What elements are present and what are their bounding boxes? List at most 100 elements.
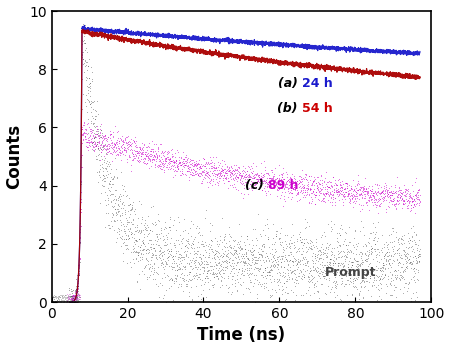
Point [105, 163, 112, 169]
Point [68, 299, 75, 305]
Point [291, 186, 298, 192]
Point [338, 253, 346, 259]
Point [78, 76, 86, 82]
Point [51, 293, 59, 298]
Point [371, 241, 378, 247]
Point [239, 279, 246, 285]
Point [280, 197, 288, 202]
Point [228, 251, 235, 256]
Point [142, 149, 149, 155]
Point [238, 245, 245, 251]
Point [326, 191, 333, 196]
Point [96, 144, 104, 149]
Point [261, 172, 268, 177]
Point [254, 306, 261, 311]
Point [235, 187, 242, 192]
Point [112, 187, 119, 192]
Point [175, 241, 182, 246]
Point [409, 261, 416, 267]
Point [153, 233, 161, 239]
Point [178, 270, 185, 276]
Point [272, 183, 279, 188]
Point [240, 173, 248, 178]
Point [399, 236, 406, 241]
Point [342, 256, 349, 261]
Point [375, 252, 382, 258]
Point [356, 191, 363, 197]
Point [194, 161, 201, 167]
Point [348, 186, 355, 192]
Point [186, 278, 193, 283]
Point [409, 198, 416, 203]
Point [409, 258, 416, 264]
Point [89, 70, 96, 75]
Point [157, 255, 164, 260]
Point [181, 249, 189, 254]
Point [216, 253, 223, 258]
Point [115, 193, 122, 198]
Point [394, 194, 401, 200]
Point [295, 231, 302, 236]
Point [159, 233, 166, 239]
Point [281, 297, 288, 303]
Point [325, 192, 333, 197]
Point [259, 187, 266, 192]
Point [404, 254, 411, 260]
Point [250, 175, 257, 181]
Point [216, 162, 223, 167]
Point [324, 244, 331, 250]
Point [401, 200, 409, 205]
Point [169, 164, 176, 169]
Point [403, 188, 410, 193]
Point [349, 259, 356, 265]
Point [279, 172, 286, 178]
Point [378, 296, 385, 302]
Point [66, 299, 73, 305]
Point [280, 176, 288, 182]
Point [399, 233, 406, 239]
Point [154, 217, 162, 223]
Point [83, 127, 90, 133]
Point [300, 176, 307, 182]
Point [147, 152, 154, 157]
Point [174, 147, 181, 152]
Point [161, 149, 168, 154]
Point [320, 273, 327, 279]
Point [247, 304, 254, 310]
Point [323, 276, 330, 281]
Point [112, 142, 119, 148]
Point [273, 193, 280, 198]
Point [152, 158, 159, 164]
Point [70, 293, 77, 298]
Point [111, 149, 118, 155]
Point [398, 252, 405, 258]
Point [189, 255, 197, 260]
Point [240, 291, 247, 297]
Point [118, 200, 126, 205]
Point [268, 286, 275, 292]
Point [408, 243, 415, 248]
Point [317, 190, 324, 196]
Point [270, 172, 278, 177]
Point [369, 249, 376, 255]
Point [78, 152, 86, 158]
Point [103, 211, 110, 216]
Point [98, 149, 105, 155]
Point [206, 252, 213, 258]
Point [379, 264, 386, 270]
Point [119, 210, 126, 216]
Point [269, 175, 276, 181]
Point [243, 251, 250, 256]
Point [414, 247, 421, 253]
Point [76, 202, 84, 208]
Point [90, 135, 98, 141]
Point [248, 185, 255, 190]
Point [342, 230, 349, 235]
Point [141, 265, 148, 270]
Point [286, 181, 293, 187]
Point [294, 256, 302, 262]
Point [101, 145, 108, 150]
Point [187, 226, 194, 231]
Point [203, 179, 210, 185]
Point [414, 187, 421, 192]
